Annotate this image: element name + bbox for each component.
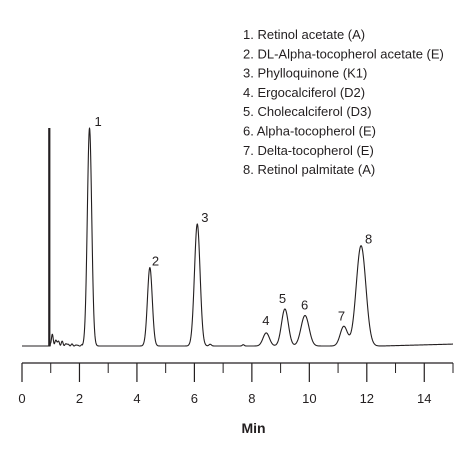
peak-label: 3 <box>201 210 208 225</box>
x-axis-ticks <box>21 363 454 382</box>
peak-label: 7 <box>338 308 345 323</box>
x-tick-label: 0 <box>18 391 25 406</box>
peak-label: 1 <box>95 114 102 129</box>
x-axis-label: Min <box>241 420 265 436</box>
legend-entry: 4. Ergocalciferol (D2) <box>243 85 365 100</box>
peak-label: 8 <box>365 232 372 247</box>
peak-label: 6 <box>301 297 308 312</box>
legend-entry: 5. Cholecalciferol (D3) <box>243 104 372 119</box>
legend-entry: 2. DL-Alpha-tocopherol acetate (E) <box>243 46 444 61</box>
peak-label: 4 <box>262 313 269 328</box>
x-tick-label: 8 <box>248 391 255 406</box>
x-tick-label: 4 <box>133 391 140 406</box>
legend-entry: 7. Delta-tocopherol (E) <box>243 143 374 158</box>
x-tick-label: 2 <box>76 391 83 406</box>
x-tick-label: 12 <box>360 391 374 406</box>
peak-labels: 1 2 3 45 6 7 8 <box>95 114 373 328</box>
legend-entry: 6. Alpha-tocopherol (E) <box>243 124 376 139</box>
legend: 1. Retinol acetate (A) 2. DL-Alpha-tocoph… <box>243 27 444 177</box>
peak-label: 5 <box>279 291 286 306</box>
chromatogram-trace <box>21 127 454 347</box>
legend-entry: 8. Retinol palmitate (A) <box>243 162 375 177</box>
peak-label: 2 <box>152 254 159 269</box>
legend-entry: 3. Phylloquinone (K1) <box>243 66 367 81</box>
x-axis-tick-labels: 0 2 4 6 8 10 12 14 <box>18 391 431 406</box>
legend-entry: 1. Retinol acetate (A) <box>243 27 365 42</box>
x-tick-label: 6 <box>191 391 198 406</box>
x-tick-label: 14 <box>417 391 431 406</box>
x-tick-label: 10 <box>302 391 316 406</box>
